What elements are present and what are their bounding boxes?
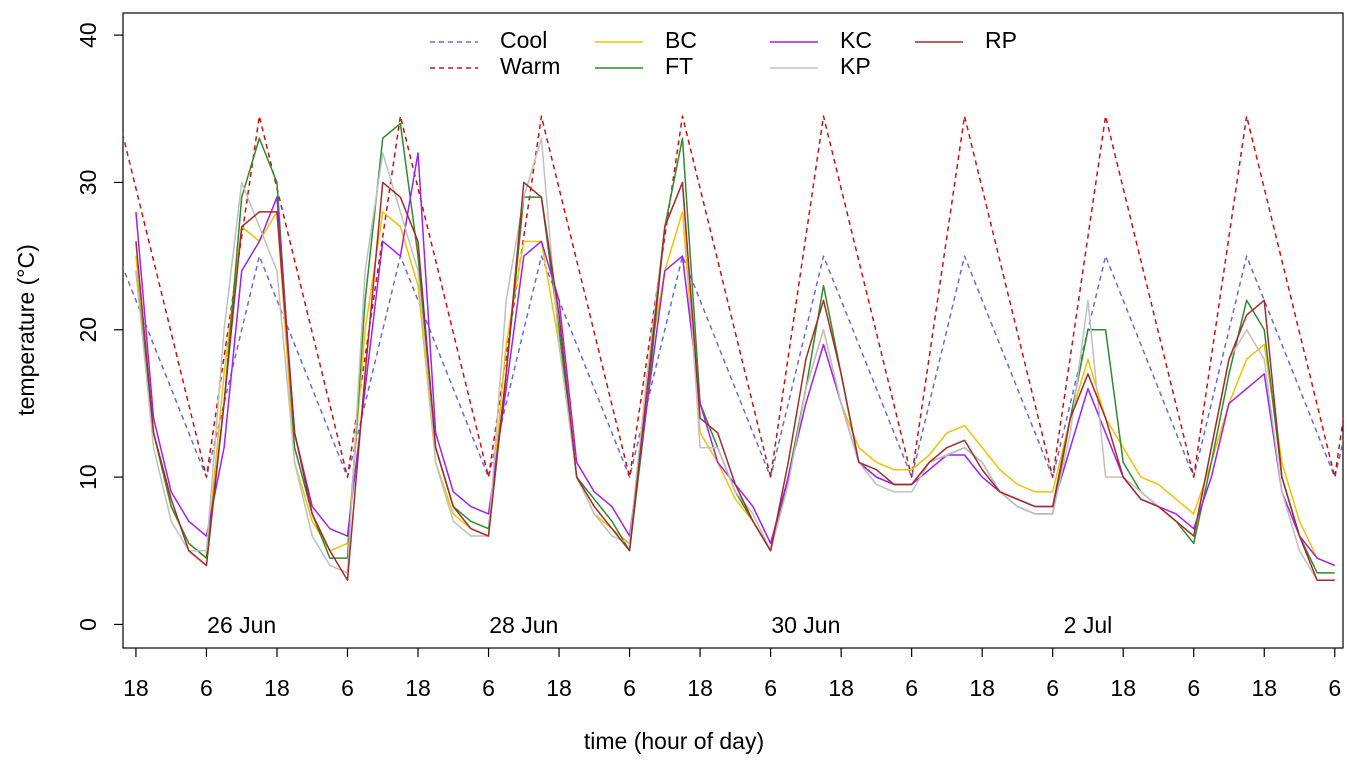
- x-tick-label: 6: [623, 675, 636, 701]
- x-tick-label: 18: [405, 675, 431, 701]
- x-tick-label: 6: [1328, 675, 1341, 701]
- legend-label: RP: [985, 27, 1017, 53]
- y-axis-title: temperature (°C): [13, 244, 39, 416]
- y-tick-label: 0: [75, 618, 101, 631]
- x-tick-label: 6: [764, 675, 777, 701]
- x-axis-title: time (hour of day): [584, 728, 764, 754]
- x-tick-label: 6: [482, 675, 495, 701]
- legend-label: Warm: [500, 53, 560, 79]
- x-tick-label: 6: [200, 675, 213, 701]
- date-label: 2 Jul: [1064, 612, 1113, 638]
- y-tick-label: 30: [75, 170, 101, 196]
- legend-label: FT: [665, 53, 693, 79]
- x-tick-label: 18: [1110, 675, 1136, 701]
- legend-label: KP: [840, 53, 871, 79]
- x-tick-label: 18: [828, 675, 854, 701]
- x-tick-label: 18: [123, 675, 149, 701]
- y-tick-label: 10: [75, 464, 101, 490]
- legend-label: Cool: [500, 27, 547, 53]
- series-line: [123, 255, 1343, 478]
- plot-frame: [122, 12, 1344, 649]
- date-label: 30 Jun: [771, 612, 840, 638]
- series-line: [123, 115, 1343, 478]
- x-tick-label: 6: [1187, 675, 1200, 701]
- date-label: 26 Jun: [207, 612, 276, 638]
- y-tick-label: 20: [75, 317, 101, 343]
- series-line: [135, 181, 1335, 581]
- x-tick-label: 18: [969, 675, 995, 701]
- x-tick-label: 18: [1251, 675, 1277, 701]
- series-line: [135, 211, 1336, 567]
- series-line: [135, 137, 1335, 581]
- x-tick-label: 18: [687, 675, 713, 701]
- x-tick-label: 18: [264, 675, 290, 701]
- x-tick-label: 6: [1046, 675, 1059, 701]
- x-tick-label: 6: [341, 675, 354, 701]
- x-tick-label: 6: [905, 675, 918, 701]
- y-tick-label: 40: [75, 22, 101, 48]
- legend-label: KC: [840, 27, 872, 53]
- x-tick-label: 18: [546, 675, 572, 701]
- legend-label: BC: [665, 27, 697, 53]
- date-label: 28 Jun: [489, 612, 558, 638]
- plot-lines: [123, 115, 1343, 581]
